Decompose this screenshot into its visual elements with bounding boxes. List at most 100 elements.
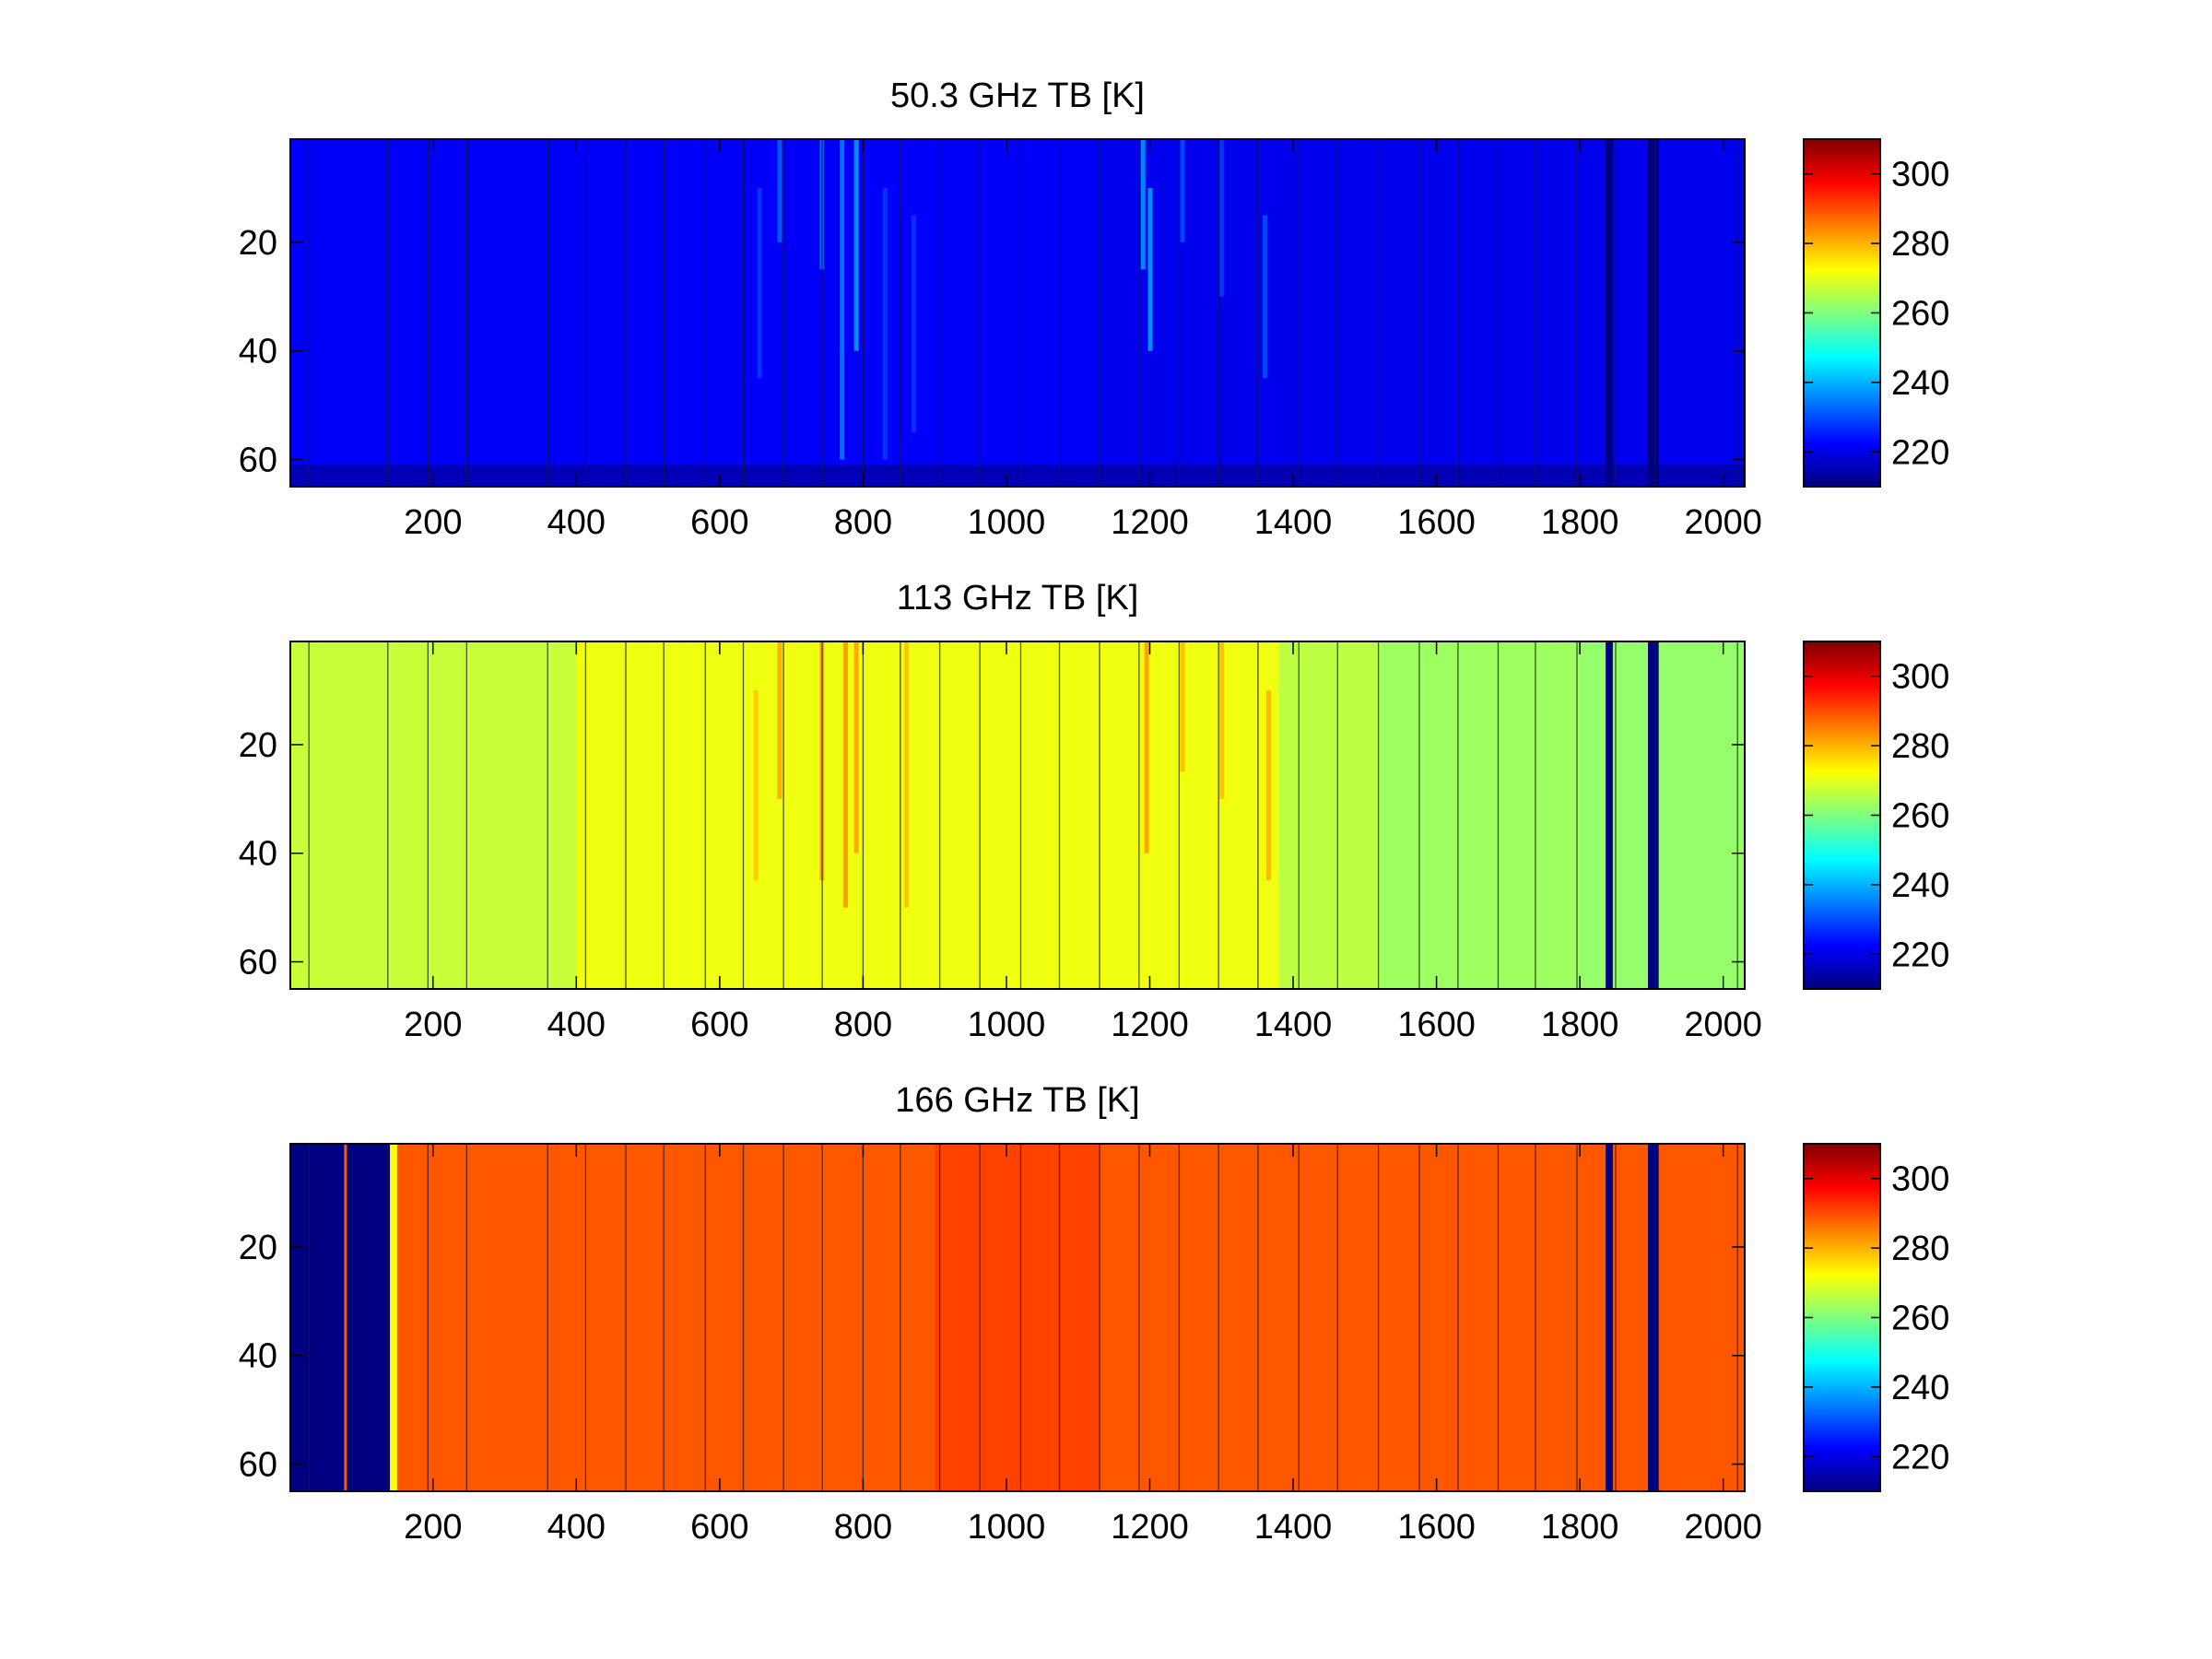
subplot-3-heatmap (290, 1144, 1745, 1491)
x-tick-label: 600 (690, 1508, 748, 1547)
heatmap-streak (1265, 690, 1271, 881)
x-tick-label: 200 (404, 1508, 462, 1547)
x-tick-label: 600 (690, 1006, 748, 1044)
subplot-1-axes-frame (289, 138, 1746, 488)
heatmap-dark-column (1606, 139, 1613, 487)
subplot-2-x-axis: 200 400 600 800 1000 1200 1400 1600 1800 2000 (404, 641, 1762, 1044)
heatmap-streak (840, 139, 845, 460)
heatmap-streak (882, 188, 888, 460)
heatmap-streak (757, 188, 762, 379)
colorbar-tick-label: 260 (1891, 295, 1949, 334)
subplot-2-heatmap (290, 641, 1745, 989)
heatmap-streak (904, 641, 910, 908)
y-tick-label: 20 (239, 224, 277, 263)
x-tick-label: 2000 (1684, 1006, 1762, 1044)
heatmap-band (1278, 641, 1380, 989)
x-tick-label: 1400 (1254, 1508, 1333, 1547)
colorbar-tick-label: 280 (1891, 1230, 1949, 1268)
colorbar-tick-label: 240 (1891, 866, 1949, 905)
y-tick-label: 60 (239, 441, 277, 480)
y-tick-label: 20 (239, 726, 277, 765)
subplot-2-y-axis: 20 40 60 (239, 726, 1745, 982)
heatmap-band (344, 1144, 347, 1491)
x-tick-label: 1000 (968, 1006, 1046, 1044)
x-tick-label: 2000 (1684, 503, 1762, 542)
y-tick-label: 60 (239, 1446, 277, 1485)
x-tick-label: 1400 (1254, 503, 1333, 542)
x-tick-label: 800 (834, 1508, 892, 1547)
x-tick-label: 400 (547, 1006, 606, 1044)
colorbar-gradient (1804, 139, 1880, 487)
heatmap-band (290, 641, 577, 989)
subplot-3-axes-frame (289, 1143, 1746, 1492)
x-tick-label: 200 (404, 503, 462, 542)
subplot-3-colorbar: 220 240 260 280 300 (1803, 1143, 1949, 1492)
y-tick-label: 60 (239, 944, 277, 982)
colorbar-tick-label: 300 (1891, 156, 1949, 194)
heatmap-streak (1180, 641, 1185, 772)
subplot-2-colorbar: 220 240 260 280 300 (1803, 641, 1949, 990)
heatmap-dark-column (290, 1144, 391, 1491)
heatmap-streak (1147, 188, 1153, 351)
x-tick-label: 200 (404, 1006, 462, 1044)
x-tick-label: 800 (834, 503, 892, 542)
x-tick-label: 2000 (1684, 1508, 1762, 1547)
colorbar-tick-label: 220 (1891, 433, 1949, 472)
subplot-3-title: 166 GHz TB [K] (895, 1081, 1139, 1120)
x-tick-label: 400 (547, 1508, 606, 1547)
x-tick-label: 1800 (1541, 503, 1619, 542)
colorbar-tick-label: 220 (1891, 1438, 1949, 1477)
y-tick-label: 40 (239, 835, 277, 874)
y-tick-label: 40 (239, 333, 277, 371)
heatmap-streak (777, 641, 782, 799)
heatmap-streak (777, 139, 782, 242)
subplot-1: 50.3 GHz TB [K] 200 400 600 800 1000 1200 1400… (239, 76, 1950, 542)
subplot-2-axes-frame (289, 641, 1746, 990)
x-tick-label: 1600 (1397, 1508, 1476, 1547)
subplot-1-heatmap (290, 139, 1745, 487)
heatmap-dark-column (1648, 139, 1659, 487)
x-tick-label: 600 (690, 503, 748, 542)
subplot-2: 113 GHz TB [K] 200 400 600 800 1000 1200 1400 1… (239, 579, 1950, 1044)
subplot-3: 166 GHz TB [K] 200 400 600 800 1000 1200 1400 1… (239, 1081, 1950, 1547)
subplot-1-y-axis: 20 40 60 (239, 224, 1745, 480)
heatmap-streak (753, 690, 759, 881)
colorbar-tick-label: 240 (1891, 1369, 1949, 1407)
heatmap-streak (911, 215, 916, 433)
heatmap-streak (1219, 139, 1225, 297)
heatmap-dark-column (1606, 641, 1613, 989)
x-tick-label: 1800 (1541, 1508, 1619, 1547)
x-tick-label: 1600 (1397, 503, 1476, 542)
heatmap-band (1580, 641, 1745, 989)
heatmap-dark-column (1606, 1144, 1613, 1491)
x-tick-label: 400 (547, 503, 606, 542)
x-tick-label: 1200 (1111, 503, 1189, 542)
heatmap-streak (853, 139, 859, 351)
heatmap-streak (853, 641, 859, 853)
subplot-2-scan-boundaries (308, 641, 1738, 989)
x-tick-label: 1800 (1541, 1006, 1619, 1044)
colorbar-tick-label: 260 (1891, 1300, 1949, 1338)
heatmap-band (576, 641, 1279, 989)
subplot-1-scan-boundaries (308, 139, 1738, 487)
x-tick-label: 1000 (968, 503, 1046, 542)
colorbar-tick-label: 240 (1891, 364, 1949, 403)
subplot-2-title: 113 GHz TB [K] (897, 579, 1139, 618)
subplot-1-title: 50.3 GHz TB [K] (890, 76, 1145, 115)
subplot-3-x-axis: 200 400 600 800 1000 1200 1400 1600 1800 2000 (404, 1144, 1762, 1547)
heatmap-band (935, 1144, 1100, 1491)
x-tick-label: 1200 (1111, 1508, 1189, 1547)
subplot-3-y-axis: 20 40 60 (239, 1229, 1745, 1485)
x-tick-label: 1400 (1254, 1006, 1333, 1044)
subplot-1-x-axis: 200 400 600 800 1000 1200 1400 1600 1800 2000 (404, 139, 1762, 542)
colorbar-tick-label: 260 (1891, 797, 1949, 836)
heatmap-background (290, 139, 1745, 487)
colorbar-tick-label: 220 (1891, 935, 1949, 974)
colorbar-gradient (1804, 1144, 1880, 1491)
colorbar-tick-label: 280 (1891, 727, 1949, 766)
x-tick-label: 1000 (968, 1508, 1046, 1547)
heatmap-dark-column (1648, 1144, 1659, 1491)
subplot-1-colorbar: 220 240 260 280 300 (1803, 138, 1949, 488)
heatmap-streak (1144, 641, 1149, 853)
